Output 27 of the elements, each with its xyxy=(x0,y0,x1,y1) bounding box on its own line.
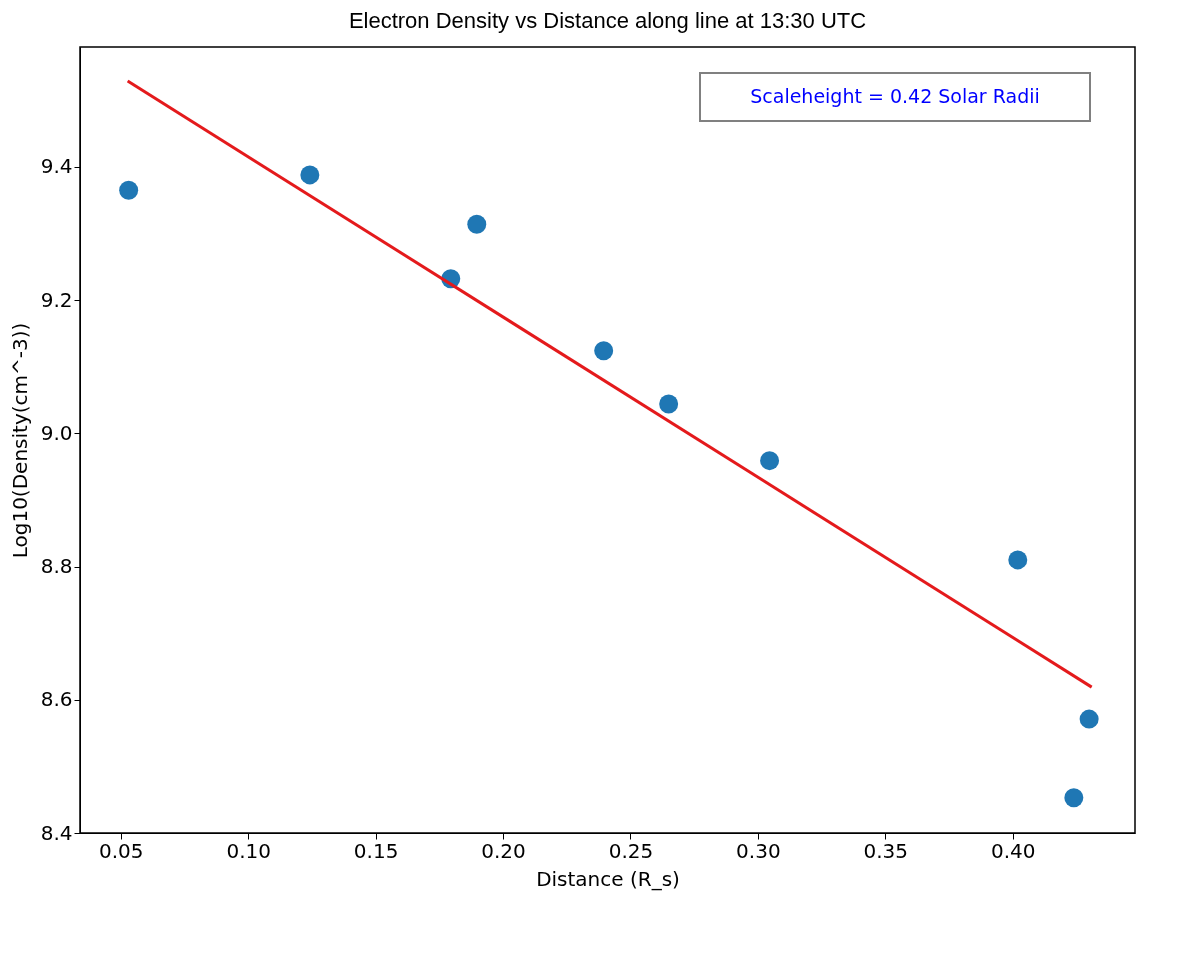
point xyxy=(659,394,679,414)
x-tick-label: 0.30 xyxy=(736,838,781,863)
point xyxy=(119,180,139,200)
x-tick-label: 0.25 xyxy=(608,838,654,863)
y-tick-label: 9.2 xyxy=(40,287,73,312)
annotation: Scaleheight = 0.42 Solar Radii xyxy=(750,85,1040,107)
point xyxy=(1008,550,1028,570)
y-tick-label: 8.8 xyxy=(40,554,73,579)
point xyxy=(594,341,614,361)
point xyxy=(467,214,487,234)
x-tick-label: 0.05 xyxy=(99,838,144,863)
x-tick-label: 0.35 xyxy=(863,838,909,863)
x-axis-title: Distance (R_s) xyxy=(536,866,680,891)
x-tick-label: 0.20 xyxy=(481,838,526,863)
x-tick-label: 0.15 xyxy=(353,838,399,863)
y-tick-label: 8.6 xyxy=(40,687,73,712)
point xyxy=(300,165,320,185)
y-tick-label: 8.4 xyxy=(40,820,73,845)
point xyxy=(760,451,780,471)
x-tick-label: 0.40 xyxy=(990,838,1036,863)
x-tick-label: 0.10 xyxy=(226,838,271,863)
point xyxy=(1079,709,1099,729)
y-axis-title: Log10(Density(cm^-3)) xyxy=(7,322,32,559)
point xyxy=(1064,788,1084,808)
chart-title: Electron Density vs Distance along line at 13:30 UTC xyxy=(348,8,867,33)
y-tick-label: 9.4 xyxy=(40,154,73,179)
y-tick-label: 9.0 xyxy=(40,420,73,445)
